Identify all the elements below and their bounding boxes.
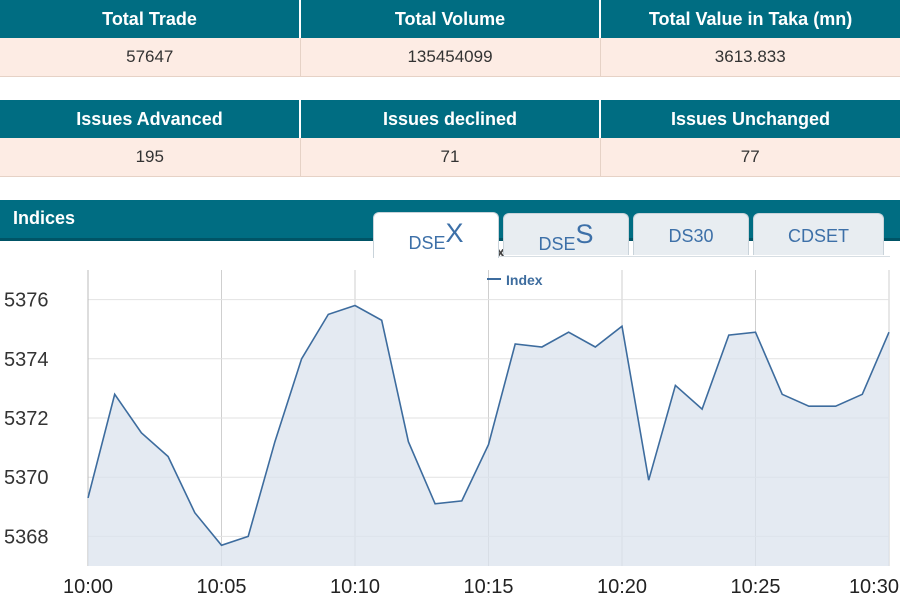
tab-dses-label-big: S <box>575 219 594 249</box>
index-point <box>860 392 864 396</box>
tab-dsex-label-big: X <box>445 218 464 248</box>
issues-advanced-value: 195 <box>0 138 301 177</box>
total-value-value: 3613.833 <box>600 38 900 77</box>
index-point <box>727 333 731 337</box>
y-tick-label: 5376 <box>4 290 49 312</box>
y-tick-label: 5370 <box>4 467 49 489</box>
tab-dses[interactable]: DSES <box>503 213 629 255</box>
index-point <box>593 345 597 349</box>
index-area <box>88 305 889 566</box>
index-point <box>834 404 838 408</box>
index-point <box>807 404 811 408</box>
market-summary-table: Total Trade Total Volume Total Value in … <box>0 0 900 77</box>
issues-declined-header: Issues declined <box>300 100 601 138</box>
index-point <box>273 440 277 444</box>
index-point <box>86 496 90 500</box>
issues-advanced-header: Issues Advanced <box>0 100 301 138</box>
index-point <box>540 345 544 349</box>
index-point <box>139 431 143 435</box>
y-tick-label: 5372 <box>4 408 49 430</box>
index-point <box>380 318 384 322</box>
indices-title: Indices <box>13 208 76 228</box>
y-tick-label: 5374 <box>4 349 49 371</box>
tab-dses-label-small: DSE <box>538 234 576 254</box>
index-point <box>246 534 250 538</box>
index-point <box>780 392 784 396</box>
x-tick-label: 10:05 <box>196 576 246 598</box>
index-point <box>166 454 170 458</box>
tab-ds30-label: DS30 <box>668 226 714 246</box>
x-tick-label: 10:30 <box>849 576 899 598</box>
total-volume-header: Total Volume <box>300 0 601 38</box>
x-tick-label: 10:20 <box>597 576 647 598</box>
index-point <box>113 392 117 396</box>
index-point <box>647 478 651 482</box>
tab-ds30[interactable]: DS30 <box>633 213 749 255</box>
x-tick-label: 10:15 <box>463 576 513 598</box>
issues-summary-table: Issues Advanced Issues declined Issues U… <box>0 100 900 177</box>
index-point <box>220 543 224 547</box>
index-point <box>353 304 357 308</box>
index-point <box>487 443 491 447</box>
total-trade-header: Total Trade <box>0 0 301 38</box>
issues-unchanged-value: 77 <box>600 138 900 177</box>
tab-dsex-label-small: DSE <box>408 233 446 253</box>
index-point <box>754 330 758 334</box>
index-point <box>620 324 624 328</box>
index-point <box>406 440 410 444</box>
total-volume-value: 135454099 <box>300 38 601 77</box>
index-point <box>433 502 437 506</box>
index-point <box>193 511 197 515</box>
issues-unchanged-header: Issues Unchanged <box>600 100 900 138</box>
legend-label: Index <box>506 272 543 288</box>
total-trade-value: 57647 <box>0 38 301 77</box>
tab-cdset-label: CDSET <box>787 226 849 246</box>
index-point <box>700 407 704 411</box>
issues-declined-value: 71 <box>300 138 601 177</box>
y-tick-label: 5368 <box>4 526 49 548</box>
index-point <box>326 312 330 316</box>
index-point <box>300 357 304 361</box>
index-chart: 5368 5370 5372 5374 5376 10:00 10:05 10:10 10:15… <box>4 244 899 598</box>
index-point <box>460 499 464 503</box>
tab-dsex[interactable]: DSEX <box>373 212 499 258</box>
x-tick-label: 10:25 <box>730 576 780 598</box>
total-value-header: Total Value in Taka (mn) <box>600 0 900 38</box>
index-point <box>513 342 517 346</box>
index-point <box>887 330 891 334</box>
index-point <box>567 330 571 334</box>
index-line <box>87 304 890 547</box>
tab-strip-divider <box>499 256 890 257</box>
x-tick-label: 10:00 <box>63 576 113 598</box>
index-point <box>673 383 677 387</box>
x-tick-label: 10:10 <box>330 576 380 598</box>
tab-cdset[interactable]: CDSET <box>753 213 884 255</box>
